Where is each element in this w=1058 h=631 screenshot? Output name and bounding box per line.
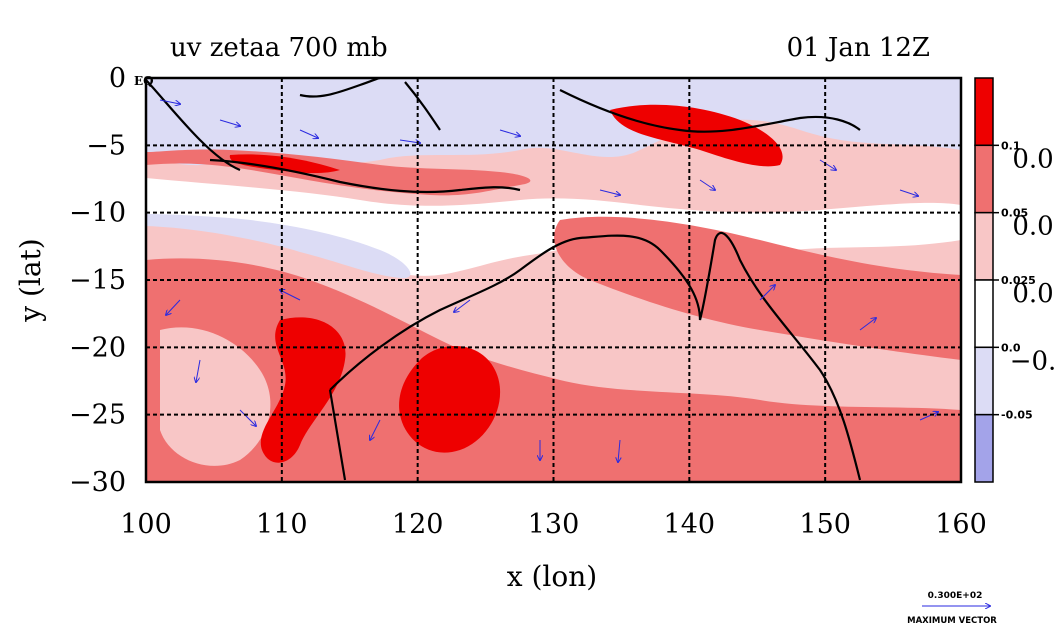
field-strong-red-ne bbox=[610, 104, 783, 167]
y-axis-label: y (lat) bbox=[14, 238, 47, 322]
y-tick-label: −5 bbox=[86, 130, 126, 161]
colorbar-swatch bbox=[974, 211, 994, 281]
colorbar-small-label: 0.1 bbox=[1001, 139, 1021, 152]
x-tick-label: 160 bbox=[935, 509, 987, 540]
colorbar-swatch bbox=[974, 77, 994, 147]
colorbar-swatch bbox=[974, 144, 994, 214]
chart-title-right: 01 Jan 12Z bbox=[787, 33, 930, 63]
x-axis-label: x (lon) bbox=[507, 560, 597, 593]
colorbar-small-label: 0.025 bbox=[1001, 274, 1036, 287]
x-tick-label: 130 bbox=[528, 509, 580, 540]
colorbar-small-label: 0.05 bbox=[1001, 207, 1028, 220]
field-light-blue-mid bbox=[146, 214, 411, 279]
y-axis-ticks: 0 −5 −10 −15 −20 −25 −30 bbox=[69, 63, 126, 498]
equator-label: EQ bbox=[134, 74, 154, 88]
colorbar-large-label: −0. bbox=[1010, 346, 1057, 376]
coastlines bbox=[146, 78, 862, 481]
field-light-red-patch bbox=[160, 327, 271, 466]
x-tick-label: 140 bbox=[664, 509, 716, 540]
wind-vectors bbox=[159, 99, 938, 462]
colorbar-small-label: -0.05 bbox=[1001, 409, 1033, 422]
colorbar-swatch bbox=[974, 413, 994, 483]
grid-lines bbox=[146, 78, 961, 482]
colorbar-large-label: 0.0 bbox=[1012, 144, 1053, 174]
colorbar-large-label: 0.0 bbox=[1012, 279, 1053, 309]
y-tick-label: −20 bbox=[69, 332, 126, 363]
vector-key-label: MAXIMUM VECTOR bbox=[907, 616, 997, 626]
chart-title-left: uv zetaa 700 mb bbox=[170, 33, 388, 63]
field-medium-red-south bbox=[146, 258, 961, 482]
colorbar-swatch bbox=[974, 279, 994, 349]
x-tick-label: 150 bbox=[799, 509, 851, 540]
y-tick-label: −25 bbox=[69, 400, 126, 431]
field-strong-red-north-strip bbox=[229, 154, 340, 174]
x-tick-label: 120 bbox=[392, 509, 444, 540]
x-tick-label: 100 bbox=[120, 509, 172, 540]
vector-key-value: 0.300E+02 bbox=[928, 591, 983, 601]
x-axis-ticks: 100 110 120 130 140 150 160 bbox=[120, 509, 987, 540]
y-tick-label: 0 bbox=[109, 63, 126, 94]
colorbar-swatch bbox=[974, 346, 994, 416]
y-tick-label: −10 bbox=[69, 198, 126, 229]
field-strong-red-east-swirl bbox=[399, 346, 501, 453]
colorbar-large-label: 0.0 bbox=[1012, 212, 1053, 242]
colorbar-small-label: 0.0 bbox=[1001, 341, 1021, 354]
x-tick-label: 110 bbox=[256, 509, 308, 540]
vector-key: 0.300E+02 MAXIMUM VECTOR bbox=[907, 591, 997, 626]
y-tick-label: −15 bbox=[69, 265, 126, 296]
y-tick-label: −30 bbox=[69, 467, 126, 498]
plot-frame bbox=[144, 76, 963, 484]
